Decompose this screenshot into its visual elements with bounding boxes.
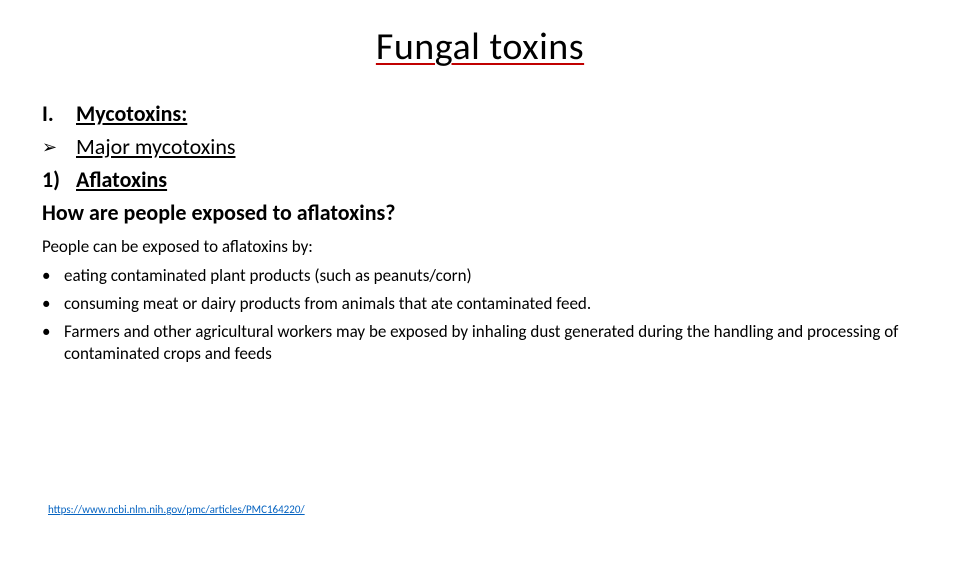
intro-text: People can be exposed to aflatoxins by:	[42, 236, 918, 257]
bullet-item-1: • eating contaminated plant products (su…	[42, 265, 918, 287]
slide-title: Fungal toxins	[0, 24, 960, 70]
bullet-text-2: consuming meat or dairy products from an…	[64, 293, 918, 315]
section-roman-row: I. Mycotoxins:	[42, 100, 918, 127]
slide-content: I. Mycotoxins: ➢ Major mycotoxins 1) Afl…	[42, 100, 918, 365]
number-marker: 1)	[42, 166, 76, 193]
bullet-dot-icon: •	[42, 293, 64, 315]
bullet-dot-icon: •	[42, 265, 64, 287]
bullet-text-1: eating contaminated plant products (such…	[64, 265, 918, 287]
bullet-item-2: • consuming meat or dairy products from …	[42, 293, 918, 315]
bullet-dot-icon: •	[42, 321, 64, 343]
reference-link[interactable]: https://www.ncbi.nlm.nih.gov/pmc/article…	[48, 503, 305, 516]
aflatoxins-heading: Aflatoxins	[76, 166, 167, 193]
aflatoxins-row: 1) Aflatoxins	[42, 166, 918, 193]
bullet-item-3: • Farmers and other agricultural workers…	[42, 321, 918, 365]
arrow-bullet-icon: ➢	[42, 133, 76, 158]
major-mycotoxins-row: ➢ Major mycotoxins	[42, 133, 918, 160]
reference-link-container: https://www.ncbi.nlm.nih.gov/pmc/article…	[48, 503, 305, 516]
bullet-text-3: Farmers and other agricultural workers m…	[64, 321, 918, 365]
mycotoxins-heading: Mycotoxins:	[76, 100, 187, 127]
exposure-question: How are people exposed to aflatoxins?	[42, 199, 918, 226]
slide: Fungal toxins I. Mycotoxins: ➢ Major myc…	[0, 24, 960, 564]
major-mycotoxins-label: Major mycotoxins	[76, 133, 236, 160]
roman-numeral-marker: I.	[42, 100, 76, 127]
